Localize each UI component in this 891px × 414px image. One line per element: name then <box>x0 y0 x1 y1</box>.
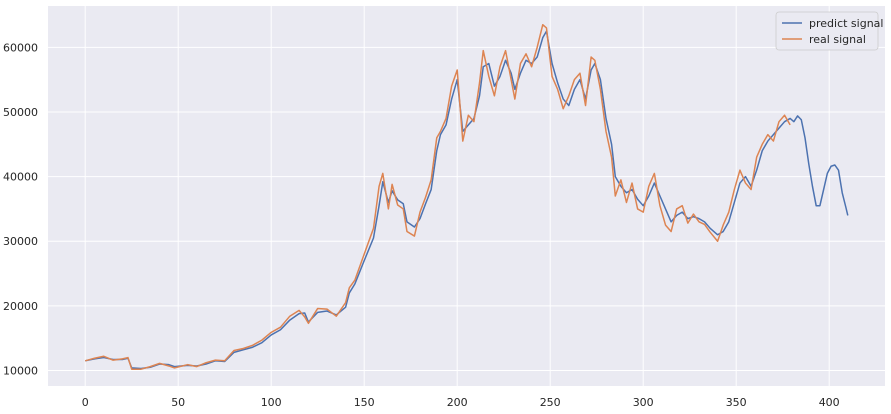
plot-area <box>48 6 885 386</box>
y-tick-label: 20000 <box>3 300 38 313</box>
x-tick-label: 350 <box>726 396 747 409</box>
y-tick-label: 50000 <box>3 106 38 119</box>
legend-box <box>775 11 879 51</box>
grid-lines <box>48 6 885 386</box>
legend-label: predict signal <box>809 17 883 30</box>
x-tick-label: 300 <box>633 396 654 409</box>
x-tick-label: 150 <box>354 396 375 409</box>
x-tick-label: 250 <box>540 396 561 409</box>
series-line-real-signal <box>84 23 791 370</box>
x-tick-label: 0 <box>82 396 89 409</box>
x-tick-label: 400 <box>819 396 840 409</box>
x-axis-tick-labels: 0 50 100 150 200 250 300 350 400 <box>82 396 840 409</box>
legend: predict signal real signal <box>775 11 883 51</box>
y-axis-tick-labels: 10000 20000 30000 40000 50000 60000 <box>3 41 38 377</box>
y-tick-label: 60000 <box>3 41 38 54</box>
x-tick-label: 100 <box>261 396 282 409</box>
x-tick-label: 200 <box>447 396 468 409</box>
y-tick-label: 30000 <box>3 235 38 248</box>
y-tick-label: 40000 <box>3 171 38 184</box>
series-layer <box>84 23 849 370</box>
y-tick-label: 10000 <box>3 364 38 377</box>
x-tick-label: 50 <box>171 396 185 409</box>
legend-label: real signal <box>809 33 866 46</box>
